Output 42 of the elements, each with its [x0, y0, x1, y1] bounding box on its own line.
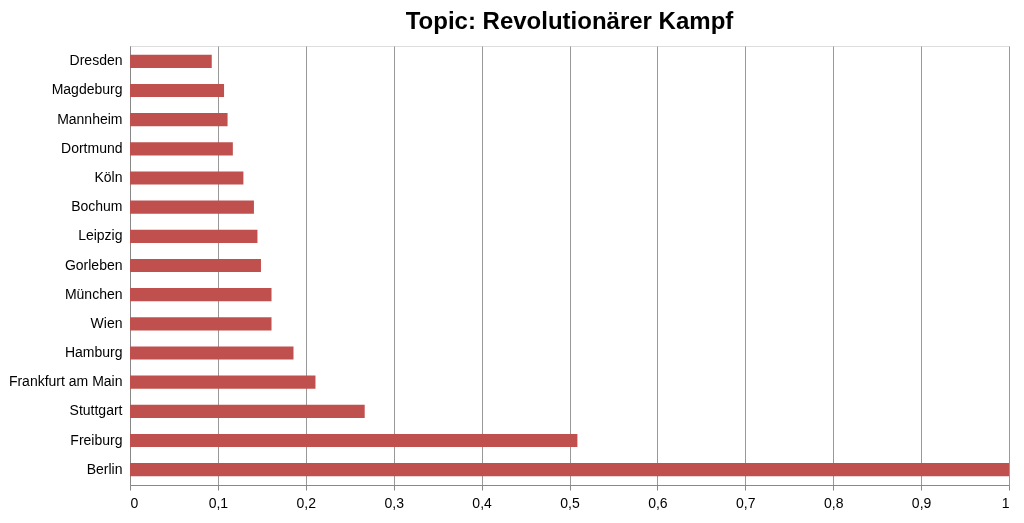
- y-tick-label: Dresden: [69, 52, 123, 69]
- bar: [130, 142, 233, 156]
- chart-title: Topic: Revolutionärer Kampf: [405, 7, 735, 34]
- y-tick-label: Leipzig: [78, 227, 123, 244]
- x-tick-label: 0,5: [560, 494, 580, 511]
- y-tick-label: München: [64, 285, 123, 302]
- y-tick-label: Frankfurt am Main: [8, 373, 123, 390]
- bar: [130, 171, 244, 185]
- x-tick-label: 0,1: [208, 494, 229, 511]
- bar: [130, 229, 258, 243]
- x-tick-label: 0,7: [736, 494, 756, 511]
- bar: [130, 433, 578, 448]
- x-tick-label: 0: [130, 494, 139, 511]
- x-tick-label: 0,4: [472, 494, 493, 511]
- y-tick-label: Gorleben: [64, 256, 123, 273]
- y-tick-label: Bochum: [71, 198, 123, 215]
- y-tick-label: Mannheim: [57, 110, 123, 127]
- y-tick-label: Dortmund: [61, 139, 123, 156]
- y-tick-label: Berlin: [86, 460, 123, 477]
- y-tick-label: Magdeburg: [51, 81, 123, 98]
- bar: [130, 200, 254, 214]
- bar: [130, 54, 212, 68]
- y-tick-label: Freiburg: [70, 431, 123, 448]
- bar: [130, 317, 272, 331]
- x-tick-label: 0,2: [296, 494, 317, 511]
- bar: [130, 288, 272, 302]
- bar: [130, 463, 1009, 477]
- y-tick-label: Hamburg: [64, 344, 123, 361]
- x-tick-label: 0,8: [823, 494, 844, 511]
- y-tick-label: Wien: [90, 314, 123, 331]
- x-tick-label: 0,9: [911, 494, 932, 511]
- bar: [130, 258, 261, 273]
- bar: [130, 83, 225, 98]
- bar: [130, 346, 294, 360]
- bar: [130, 404, 365, 418]
- x-tick-label: 1: [1001, 494, 1010, 511]
- x-tick-label: 0,6: [648, 494, 668, 511]
- bar: [130, 113, 228, 127]
- bar: [130, 375, 316, 389]
- y-tick-label: Stuttgart: [69, 402, 123, 419]
- x-tick-label: 0,3: [384, 494, 405, 511]
- y-tick-label: Köln: [94, 168, 123, 185]
